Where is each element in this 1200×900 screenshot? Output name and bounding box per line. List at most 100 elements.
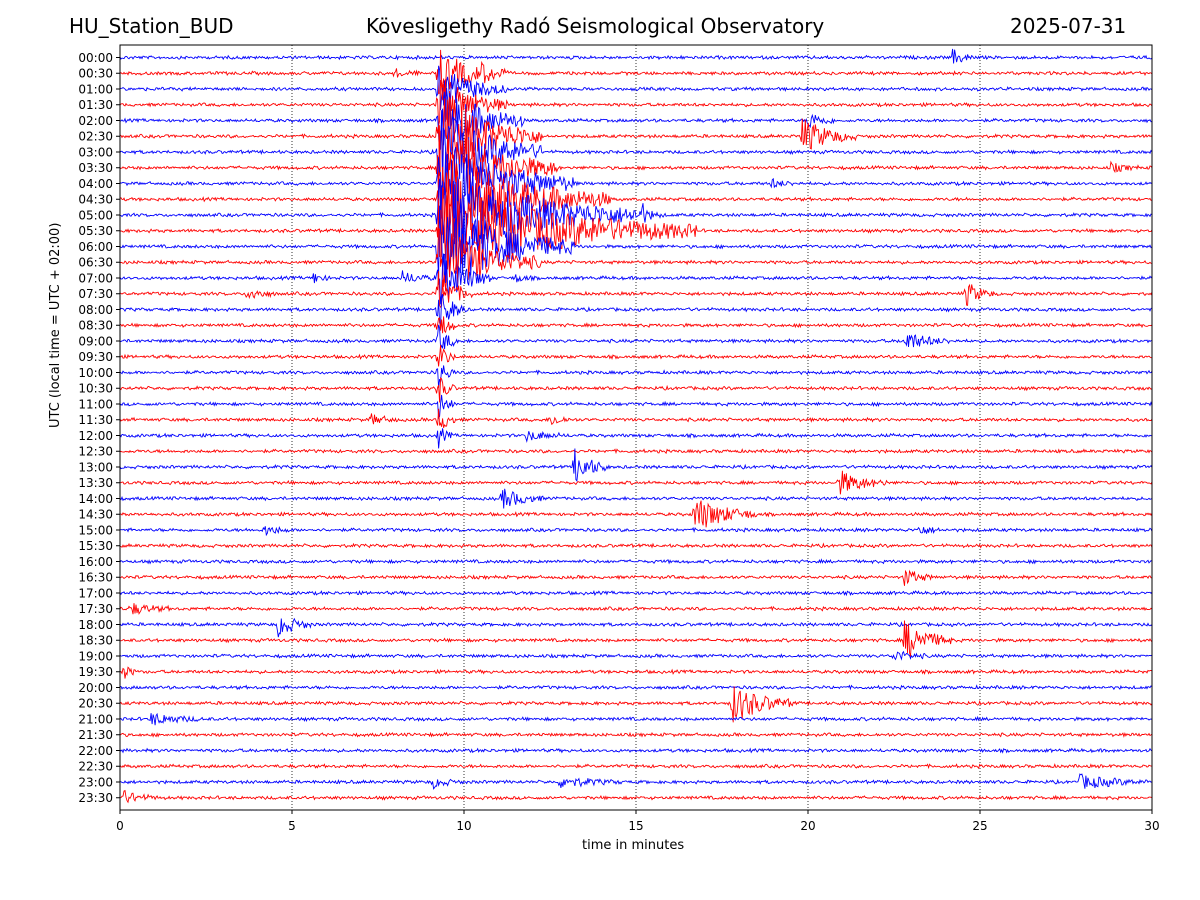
y-tick-label-0930: 09:30 [78,350,113,364]
y-tick-label-0130: 01:30 [78,98,113,112]
x-tick-label-30: 30 [1144,819,1159,833]
y-tick-label-2030: 20:30 [78,697,113,711]
y-tick-label-0230: 02:30 [78,130,113,144]
trace-0330 [120,125,1152,213]
trace-0830 [120,316,1152,334]
trace-0700 [120,253,1152,305]
trace-0800 [120,294,1152,327]
y-tick-label-1700: 17:00 [78,586,113,600]
y-tick-label-0800: 08:00 [78,303,113,317]
x-tick-label-5: 5 [288,819,296,833]
y-tick-label-1100: 11:00 [78,397,113,411]
y-tick-label-1730: 17:30 [78,602,113,616]
y-tick-label-1930: 19:30 [78,665,113,679]
trace-1100 [120,394,1152,420]
trace-0130 [120,79,1152,126]
trace-1300 [120,448,1152,483]
trace-0730 [120,271,1152,309]
y-tick-label-1600: 16:00 [78,555,113,569]
trace-1230 [120,448,1152,455]
x-tick-label-10: 10 [456,819,471,833]
y-tick-label-0700: 07:00 [78,271,113,285]
y-axis-label: UTC (local time = UTC + 02:00) [48,222,63,428]
trace-1530 [120,542,1152,549]
trace-2100 [120,712,1152,726]
trace-0900 [120,324,1152,350]
trace-2130 [120,731,1152,738]
y-tick-label-2000: 20:00 [78,681,113,695]
y-tick-label-2100: 21:00 [78,712,113,726]
y-tick-label-1130: 11:30 [78,413,113,427]
trace-1500 [120,525,1152,537]
chart-title: Kövesligethy Radó Seismological Observat… [366,14,825,38]
x-tick-label-15: 15 [628,819,643,833]
y-tick-label-0600: 06:00 [78,240,113,254]
y-tick-label-0100: 01:00 [78,82,113,96]
y-tick-label-0030: 00:30 [78,67,113,81]
y-tick-label-0830: 08:30 [78,319,113,333]
y-tick-label-1800: 18:00 [78,618,113,632]
y-tick-label-1400: 14:00 [78,492,113,506]
y-tick-label-1900: 19:00 [78,649,113,663]
trace-1200 [120,428,1152,449]
trace-1830 [120,620,1152,657]
y-tick-label-2200: 22:00 [78,744,113,758]
trace-0500 [120,176,1152,256]
y-tick-label-0730: 07:30 [78,287,113,301]
y-tick-label-0900: 09:00 [78,334,113,348]
trace-2330 [120,789,1152,804]
y-tick-label-1200: 12:00 [78,429,113,443]
y-tick-label-1300: 13:00 [78,460,113,474]
trace-0530 [120,186,1152,270]
y-tick-label-0200: 02:00 [78,114,113,128]
y-tick-label-0500: 05:00 [78,208,113,222]
x-tick-label-20: 20 [800,819,815,833]
y-tick-label-2230: 22:30 [78,760,113,774]
trace-0100 [120,65,1152,111]
trace-0300 [120,110,1152,193]
trace-1600 [120,558,1152,565]
y-tick-label-1330: 13:30 [78,476,113,490]
trace-1330 [120,470,1152,495]
y-tick-label-0330: 03:30 [78,161,113,175]
trace-2230 [120,763,1152,770]
trace-1900 [120,650,1152,661]
trace-0600 [120,205,1152,280]
x-tick-label-25: 25 [972,819,987,833]
trace-0030 [120,49,1152,95]
trace-2000 [120,684,1152,691]
trace-2200 [120,747,1152,754]
x-axis-label: time in minutes [582,838,685,853]
y-tick-label-0300: 03:00 [78,145,113,159]
trace-1000 [120,365,1152,389]
y-tick-label-1530: 15:30 [78,539,113,553]
trace-1930 [120,666,1152,679]
trace-group [120,48,1152,804]
y-tick-label-0430: 04:30 [78,193,113,207]
y-tick-label-0400: 04:00 [78,177,113,191]
y-tick-label-1630: 16:30 [78,571,113,585]
trace-1400 [120,488,1152,509]
trace-0630 [120,227,1152,292]
trace-1630 [120,569,1152,586]
trace-1700 [120,589,1152,597]
y-tick-label-0630: 06:30 [78,256,113,270]
y-tick-label-1030: 10:30 [78,382,113,396]
y-tick-label-1500: 15:00 [78,523,113,537]
trace-1030 [120,377,1152,403]
trace-2030 [120,686,1152,723]
trace-0000 [120,48,1152,64]
y-tick-label-1230: 12:30 [78,445,113,459]
date-label: 2025-07-31 [1010,14,1127,38]
trace-1730 [120,603,1152,615]
trace-0400 [120,146,1152,220]
station-name: HU_Station_BUD [69,14,234,38]
trace-2300 [120,773,1152,790]
trace-0230 [120,96,1152,176]
y-tick-label-2330: 23:30 [78,791,113,805]
y-tick-label-0530: 05:30 [78,224,113,238]
y-tick-label-0000: 00:00 [78,51,113,65]
trace-1130 [120,408,1152,428]
trace-1430 [120,500,1152,528]
